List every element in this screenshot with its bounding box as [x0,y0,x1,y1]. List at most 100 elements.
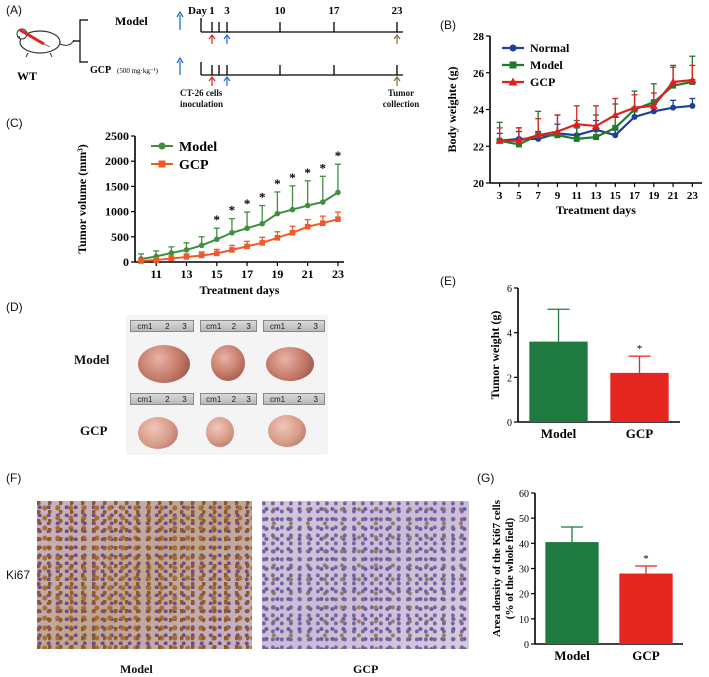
y-tick-label: 1500 [105,179,129,193]
inoculation-label: CT-26 cells inoculation [180,88,224,109]
brown-arrow-icon [393,34,401,86]
collection-label: Tumor collection [382,88,420,109]
significance-star: * [214,212,221,227]
x-tick-label: 19 [648,190,660,202]
significance-star: * [244,196,251,211]
ruler: cm1 2 3 [263,393,325,405]
gcp-bar [610,372,669,422]
photo-model-label: Model [74,352,110,367]
day-prefix: Day [188,5,207,17]
model-point [229,229,235,236]
gcp-point [688,76,697,84]
y-tick-label: 60 [519,489,529,500]
y-tick-label: 6 [507,284,512,295]
y-tick-label: 20 [519,590,529,601]
blue-arrow-icon [176,10,184,75]
model-category-label: Model [554,648,590,663]
x-tick-label: 17 [241,267,253,281]
model-legend-label: Model [179,140,217,155]
gcp-point [229,247,235,253]
y-tick-label: 28 [473,31,485,43]
panel-label-a: (A) [6,3,22,17]
y-tick-label: 2 [507,373,512,384]
tumor-volume-chart: 0 500 1000 1500 2000 2500 11 13 15 17 19 21 23 Treatm… [75,129,344,297]
gcp-point [495,136,504,144]
tumor-model-3 [266,347,314,381]
x-tick-label: 3 [497,190,503,202]
y-axis-label: Tumor volume (mm³) [75,144,89,254]
x-tick-label: 13 [591,190,603,202]
y-tick-label: 40 [519,539,529,550]
gcp-point [611,111,620,119]
significance-star: * [259,190,266,205]
model-legend-marker [509,61,517,69]
y-tick-label: 2000 [105,154,129,168]
ruler: cm1 2 3 [130,320,194,332]
x-axis-label: Treatment days [200,283,280,297]
tumor-gcp-1 [138,417,178,449]
y-tick-label: 4 [507,329,512,340]
ihc-model-label: Model [120,662,153,676]
panel-label-f: (F) [6,471,22,485]
model-point [670,82,677,89]
model-point [274,210,281,217]
red-arrow-icon [208,34,216,86]
day-tick-1: 1 [209,5,215,17]
model-point [289,206,296,213]
gcp-group-label: GCP [90,65,111,76]
x-tick-label: 9 [555,190,561,202]
ki67-density-chart: 0 10 20 30 40 50 60 Model GCP * Area density of th… [491,489,683,663]
model-point [244,225,250,232]
gcp-point [553,127,562,135]
model-legend-marker [158,142,166,150]
x-axis-label: Treatment days [556,203,636,217]
x-tick-label: 5 [516,190,522,202]
model-point [612,124,619,131]
significance-star: * [335,148,342,163]
model-point [515,141,522,148]
y-tick-label: 20 [473,178,485,190]
tumor-model-1 [138,345,190,383]
gcp-point [244,243,250,250]
gcp-legend-marker [158,160,166,168]
ruler: cm1 2 3 [200,320,257,332]
model-point [335,189,341,196]
gcp-category-label: GCP [626,426,654,441]
x-tick-label: 11 [151,267,162,281]
timeline-ticks [211,22,398,75]
y-tick-label: 500 [111,230,129,244]
gcp-point [213,250,220,257]
model-point [573,135,580,142]
y-tick-label: 0 [507,418,512,429]
y-tick-label: 30 [519,565,529,576]
normal-point [670,104,677,111]
gcp-point [335,216,341,222]
y-tick-label: 0 [123,255,129,269]
model-legend-label: Model [530,58,563,72]
gcp-point [198,252,205,259]
panel-label-e: (E) [440,274,456,288]
model-group-label: Model [115,14,148,28]
x-tick-label: 19 [271,267,283,281]
gcp-point [168,255,175,262]
model-point [304,202,311,209]
y-tick-label: 26 [473,68,485,80]
y-tick-label: 0 [524,640,529,651]
gcp-category-label: GCP [632,648,660,663]
ihc-model-image [37,501,252,649]
gcp-point [669,77,678,85]
x-tick-label: 11 [572,190,582,202]
gcp-legend-label: GCP [179,158,209,173]
normal-point [689,102,696,109]
gcp-point [304,223,311,230]
ruler: cm1 2 3 [200,393,257,405]
gcp-legend-marker [508,77,518,86]
x-tick-label: 15 [211,267,223,281]
day-tick-17: 17 [329,5,341,17]
treatment-schematic: WT Model GCP (500 mg·kg⁻¹) Day 1 3 10 17… [16,5,403,86]
gcp-point [259,240,266,246]
significance-star: * [643,553,649,565]
model-point [213,236,220,243]
ruler: cm1 2 3 [263,320,325,332]
gcp-dose-label: (500 mg·kg⁻¹) [117,67,159,75]
